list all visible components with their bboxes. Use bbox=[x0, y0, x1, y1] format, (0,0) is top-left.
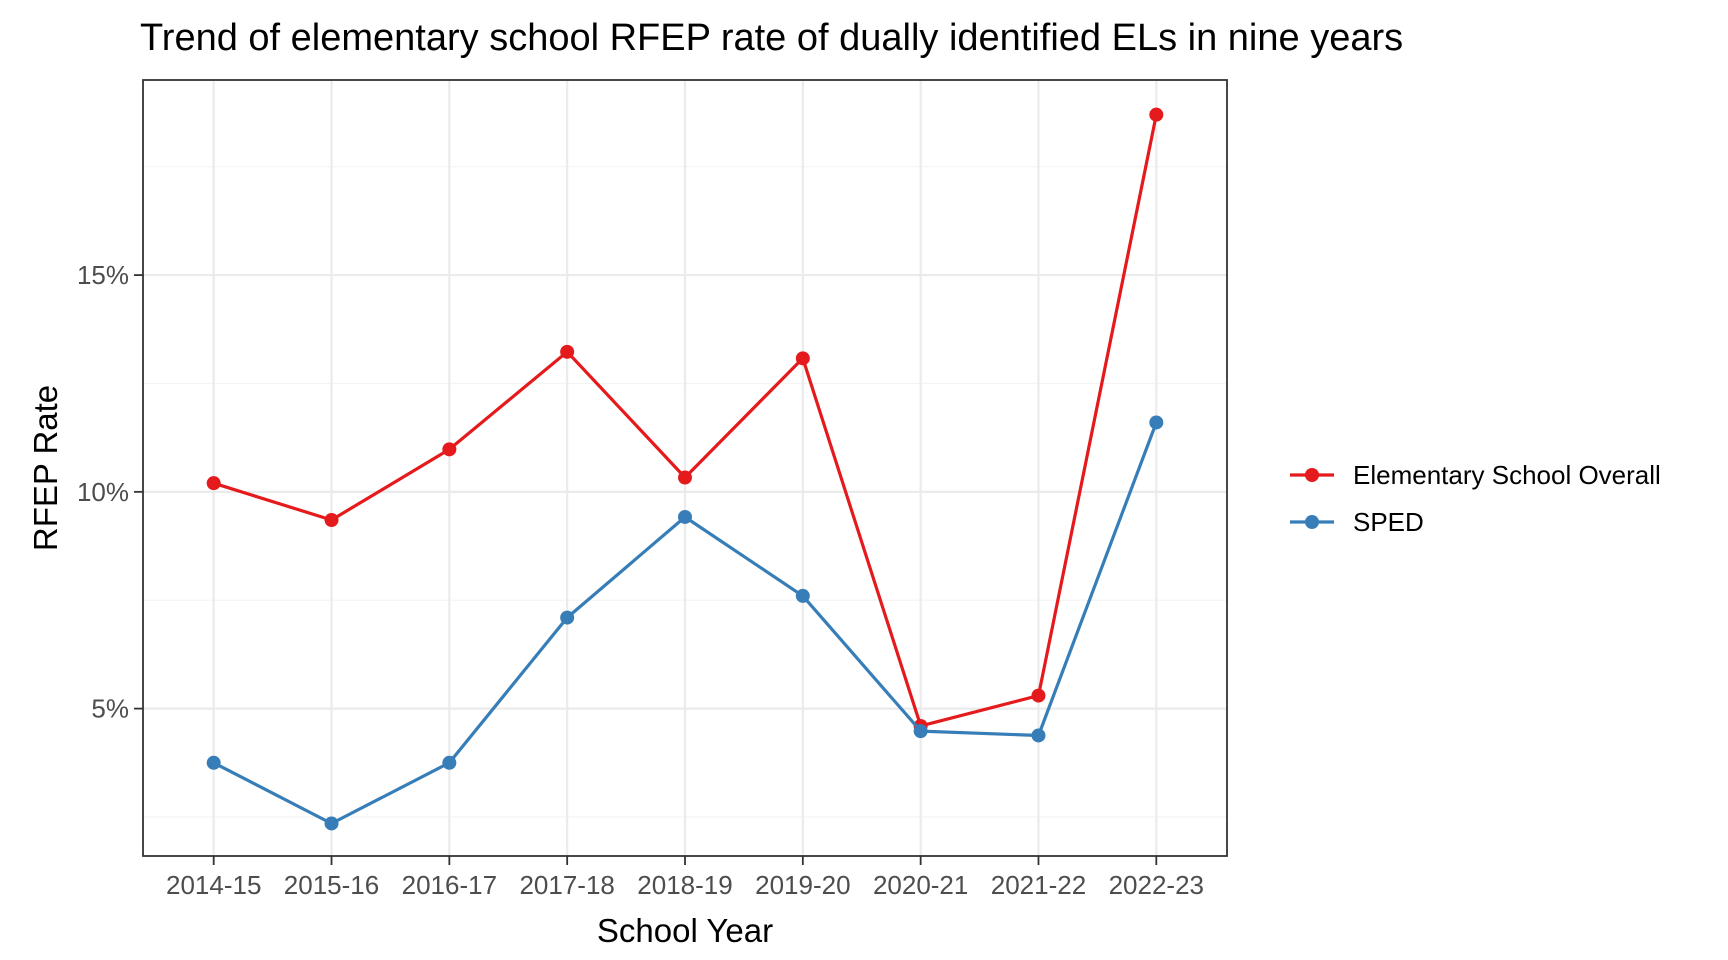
data-point bbox=[1031, 688, 1046, 703]
x-axis: 2014-15 2015-16 2016-17 2017-18 2018-19 2019-… bbox=[166, 856, 1204, 900]
data-point bbox=[560, 610, 575, 625]
x-tick-label: 2015-16 bbox=[284, 870, 379, 900]
x-tick-label: 2021-22 bbox=[991, 870, 1086, 900]
legend-item: SPED bbox=[1290, 507, 1424, 537]
x-tick-label: 2017-18 bbox=[519, 870, 614, 900]
x-tick-label: 2018-19 bbox=[637, 870, 732, 900]
data-point bbox=[442, 442, 457, 457]
y-tick-label: 5% bbox=[91, 694, 129, 724]
series-elementary-school-overall bbox=[206, 107, 1164, 733]
grid bbox=[143, 80, 1227, 856]
data-point bbox=[324, 816, 339, 831]
y-axis: 5% 10% 15% bbox=[77, 260, 143, 724]
legend-item: Elementary School Overall bbox=[1290, 460, 1661, 490]
legend-label: SPED bbox=[1353, 507, 1424, 537]
legend-key-point bbox=[1305, 468, 1319, 482]
legend: Elementary School Overall SPED bbox=[1290, 460, 1661, 537]
series-sped bbox=[206, 415, 1164, 831]
data-point bbox=[795, 588, 810, 603]
data-point bbox=[1149, 107, 1164, 122]
x-axis-title: School Year bbox=[597, 912, 773, 949]
data-point bbox=[442, 755, 457, 770]
data-point bbox=[324, 513, 339, 528]
data-point bbox=[560, 344, 575, 359]
data-point bbox=[678, 509, 692, 524]
data-point bbox=[1031, 728, 1046, 743]
x-tick-label: 2020-21 bbox=[873, 870, 968, 900]
data-point bbox=[206, 476, 221, 491]
x-tick-label: 2022-23 bbox=[1109, 870, 1204, 900]
x-tick-label: 2014-15 bbox=[166, 870, 261, 900]
data-point bbox=[1149, 415, 1164, 430]
data-point bbox=[913, 724, 928, 739]
data-point bbox=[206, 755, 221, 770]
y-axis-title: RFEP Rate bbox=[27, 385, 64, 551]
legend-label: Elementary School Overall bbox=[1353, 460, 1661, 490]
legend-key-point bbox=[1305, 515, 1319, 529]
x-tick-label: 2016-17 bbox=[402, 870, 497, 900]
data-point bbox=[795, 351, 810, 366]
chart-title: Trend of elementary school RFEP rate of … bbox=[140, 17, 1403, 59]
y-tick-label: 15% bbox=[77, 260, 129, 290]
series-layer bbox=[206, 107, 1164, 831]
data-point bbox=[678, 470, 692, 485]
y-tick-label: 10% bbox=[77, 477, 129, 507]
x-tick-label: 2019-20 bbox=[755, 870, 850, 900]
